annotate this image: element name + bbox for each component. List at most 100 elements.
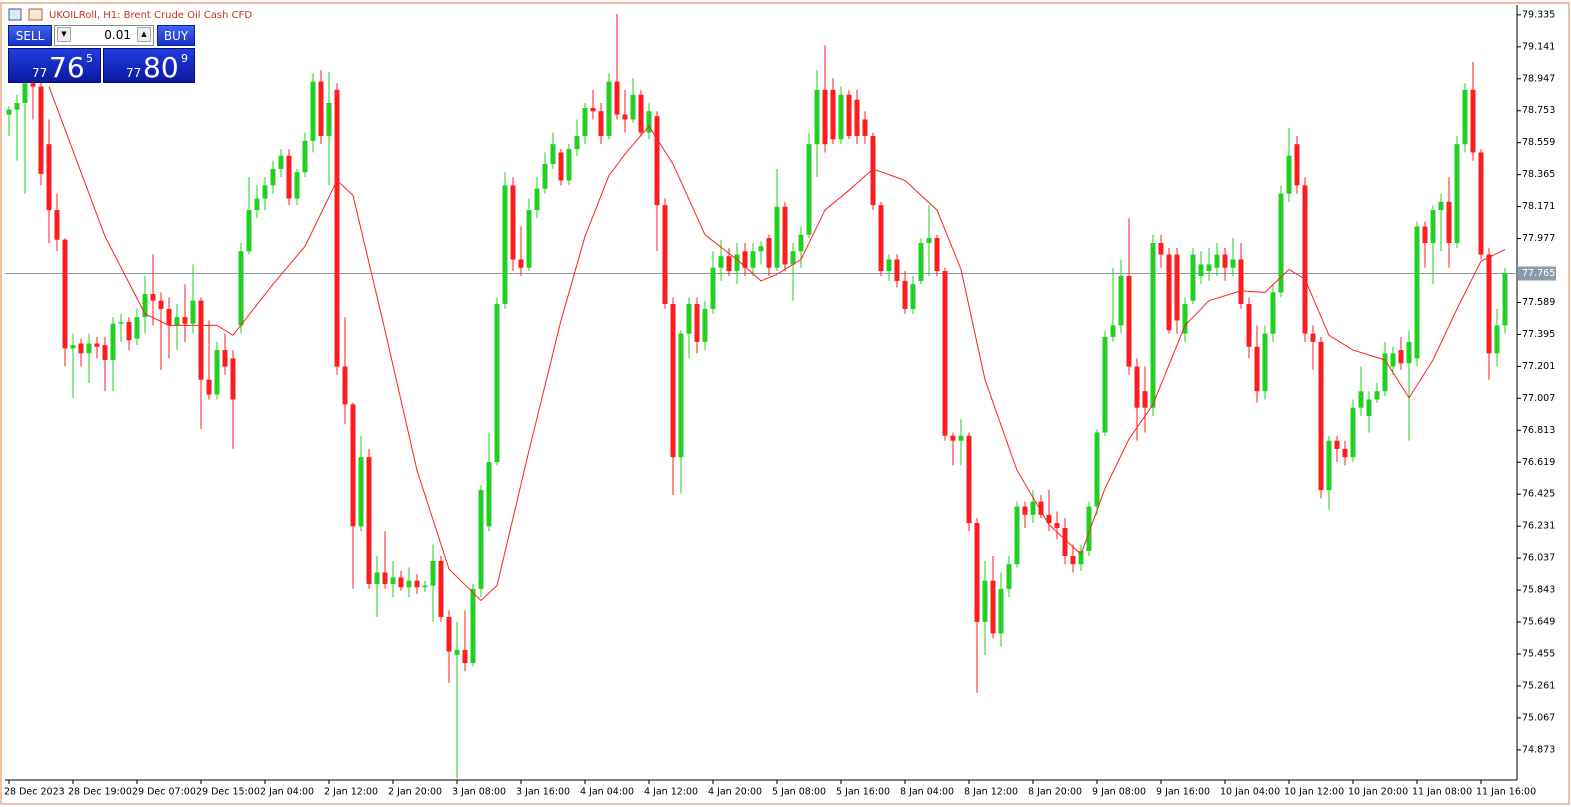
candle-body xyxy=(1342,448,1348,458)
candle-body xyxy=(1086,506,1092,552)
candle-body xyxy=(414,580,420,588)
candle-body xyxy=(590,107,596,112)
price-sup: 5 xyxy=(86,52,93,65)
lot-down[interactable]: ▼ xyxy=(57,27,71,42)
y-tick-label: 79.141 xyxy=(1522,41,1555,52)
candle-body xyxy=(438,560,444,617)
candle-body xyxy=(782,206,788,265)
candle-body xyxy=(110,323,116,360)
candle-body xyxy=(726,256,732,272)
x-tick-label: 11 Jan 08:00 xyxy=(1412,787,1472,798)
y-tick-label: 78.365 xyxy=(1522,169,1555,180)
x-tick-label: 2 Jan 12:00 xyxy=(324,787,378,798)
candle-body xyxy=(318,81,324,136)
candle-body xyxy=(1014,506,1020,565)
candle-body xyxy=(542,163,548,189)
candle-body xyxy=(1174,254,1180,321)
candle-body xyxy=(566,149,572,181)
candle-body xyxy=(46,144,52,211)
price-big: 80 xyxy=(143,51,179,84)
candle-body xyxy=(670,303,676,458)
symbol-icon[interactable] xyxy=(28,8,43,21)
candle-body xyxy=(1382,353,1388,392)
buy-price[interactable]: 77 80 9 xyxy=(103,48,195,84)
candle-body xyxy=(446,616,452,652)
candle-body xyxy=(1446,201,1452,244)
candle-body xyxy=(1390,353,1396,367)
candle-body xyxy=(574,135,580,150)
candle-body xyxy=(230,358,236,400)
candle-body xyxy=(1102,336,1108,433)
candle-body xyxy=(870,135,876,206)
candle-body xyxy=(326,103,332,136)
trade-panel: SELL 0.01 ▼ ▲ BUY 77 76 5 77 80 9 xyxy=(8,25,195,84)
candle-body xyxy=(846,94,852,136)
candle-body xyxy=(1166,254,1172,331)
y-tick-label: 74.873 xyxy=(1522,744,1555,755)
candle-body xyxy=(838,94,844,140)
candle-body xyxy=(1054,523,1060,528)
y-tick-label: 75.843 xyxy=(1522,585,1555,596)
candle-body xyxy=(1310,333,1316,342)
candle-body xyxy=(990,580,996,634)
candle-body xyxy=(1038,501,1044,515)
candle-body xyxy=(1302,185,1308,334)
x-tick-label: 8 Jan 12:00 xyxy=(964,787,1018,798)
candle-body xyxy=(1270,292,1276,334)
candle-body xyxy=(1094,432,1100,507)
candle-body xyxy=(462,649,468,664)
candle-body xyxy=(518,259,524,268)
candle-body xyxy=(1190,254,1196,301)
candle-body xyxy=(342,366,348,405)
buy-button[interactable]: BUY xyxy=(157,25,195,46)
candle-body xyxy=(614,81,620,115)
candle-body xyxy=(174,317,180,326)
candle-body xyxy=(598,111,604,136)
candle-body xyxy=(1142,391,1148,408)
candle-body xyxy=(502,185,508,304)
candle-body xyxy=(478,490,484,589)
candle-body xyxy=(702,308,708,342)
candle-body xyxy=(334,89,340,367)
x-tick-label: 8 Jan 04:00 xyxy=(900,787,954,798)
candle-body xyxy=(14,103,20,110)
sell-price[interactable]: 77 76 5 xyxy=(8,48,101,84)
candle-body xyxy=(1134,366,1140,408)
candle-body xyxy=(662,205,668,304)
candle-body xyxy=(422,585,428,588)
candle-body xyxy=(1478,152,1484,255)
candle-body xyxy=(38,86,44,174)
candle-body xyxy=(1286,155,1292,194)
candle-body xyxy=(1294,144,1300,186)
candle-body xyxy=(430,560,436,586)
candle-body xyxy=(854,99,860,136)
x-tick-label: 3 Jan 08:00 xyxy=(452,787,506,798)
candle-body xyxy=(1414,226,1420,359)
candle-body xyxy=(982,580,988,622)
candle-body xyxy=(150,294,156,301)
candle-body xyxy=(806,144,812,235)
candle-body xyxy=(190,300,196,324)
y-tick-label: 78.559 xyxy=(1522,137,1555,148)
sell-button[interactable]: SELL xyxy=(8,25,52,46)
y-tick-label: 75.067 xyxy=(1522,712,1555,723)
candle-body xyxy=(654,116,660,206)
candle-body xyxy=(1182,303,1188,334)
candle-body xyxy=(1206,264,1212,272)
candle-body xyxy=(1046,514,1052,524)
lot-input[interactable]: 0.01 xyxy=(54,25,154,46)
candle-body xyxy=(1470,89,1476,153)
candle-body xyxy=(94,343,100,347)
candle-body xyxy=(918,243,924,281)
candle-body xyxy=(582,107,588,136)
y-tick-label: 76.813 xyxy=(1522,425,1555,436)
menu-icon[interactable] xyxy=(8,8,22,21)
candle-body xyxy=(198,300,204,380)
candle-body xyxy=(1486,254,1492,354)
candle-body xyxy=(182,317,188,324)
candle-body xyxy=(606,81,612,136)
candle-body xyxy=(30,83,36,87)
lot-up[interactable]: ▲ xyxy=(137,27,151,42)
candle-body xyxy=(1494,325,1500,354)
